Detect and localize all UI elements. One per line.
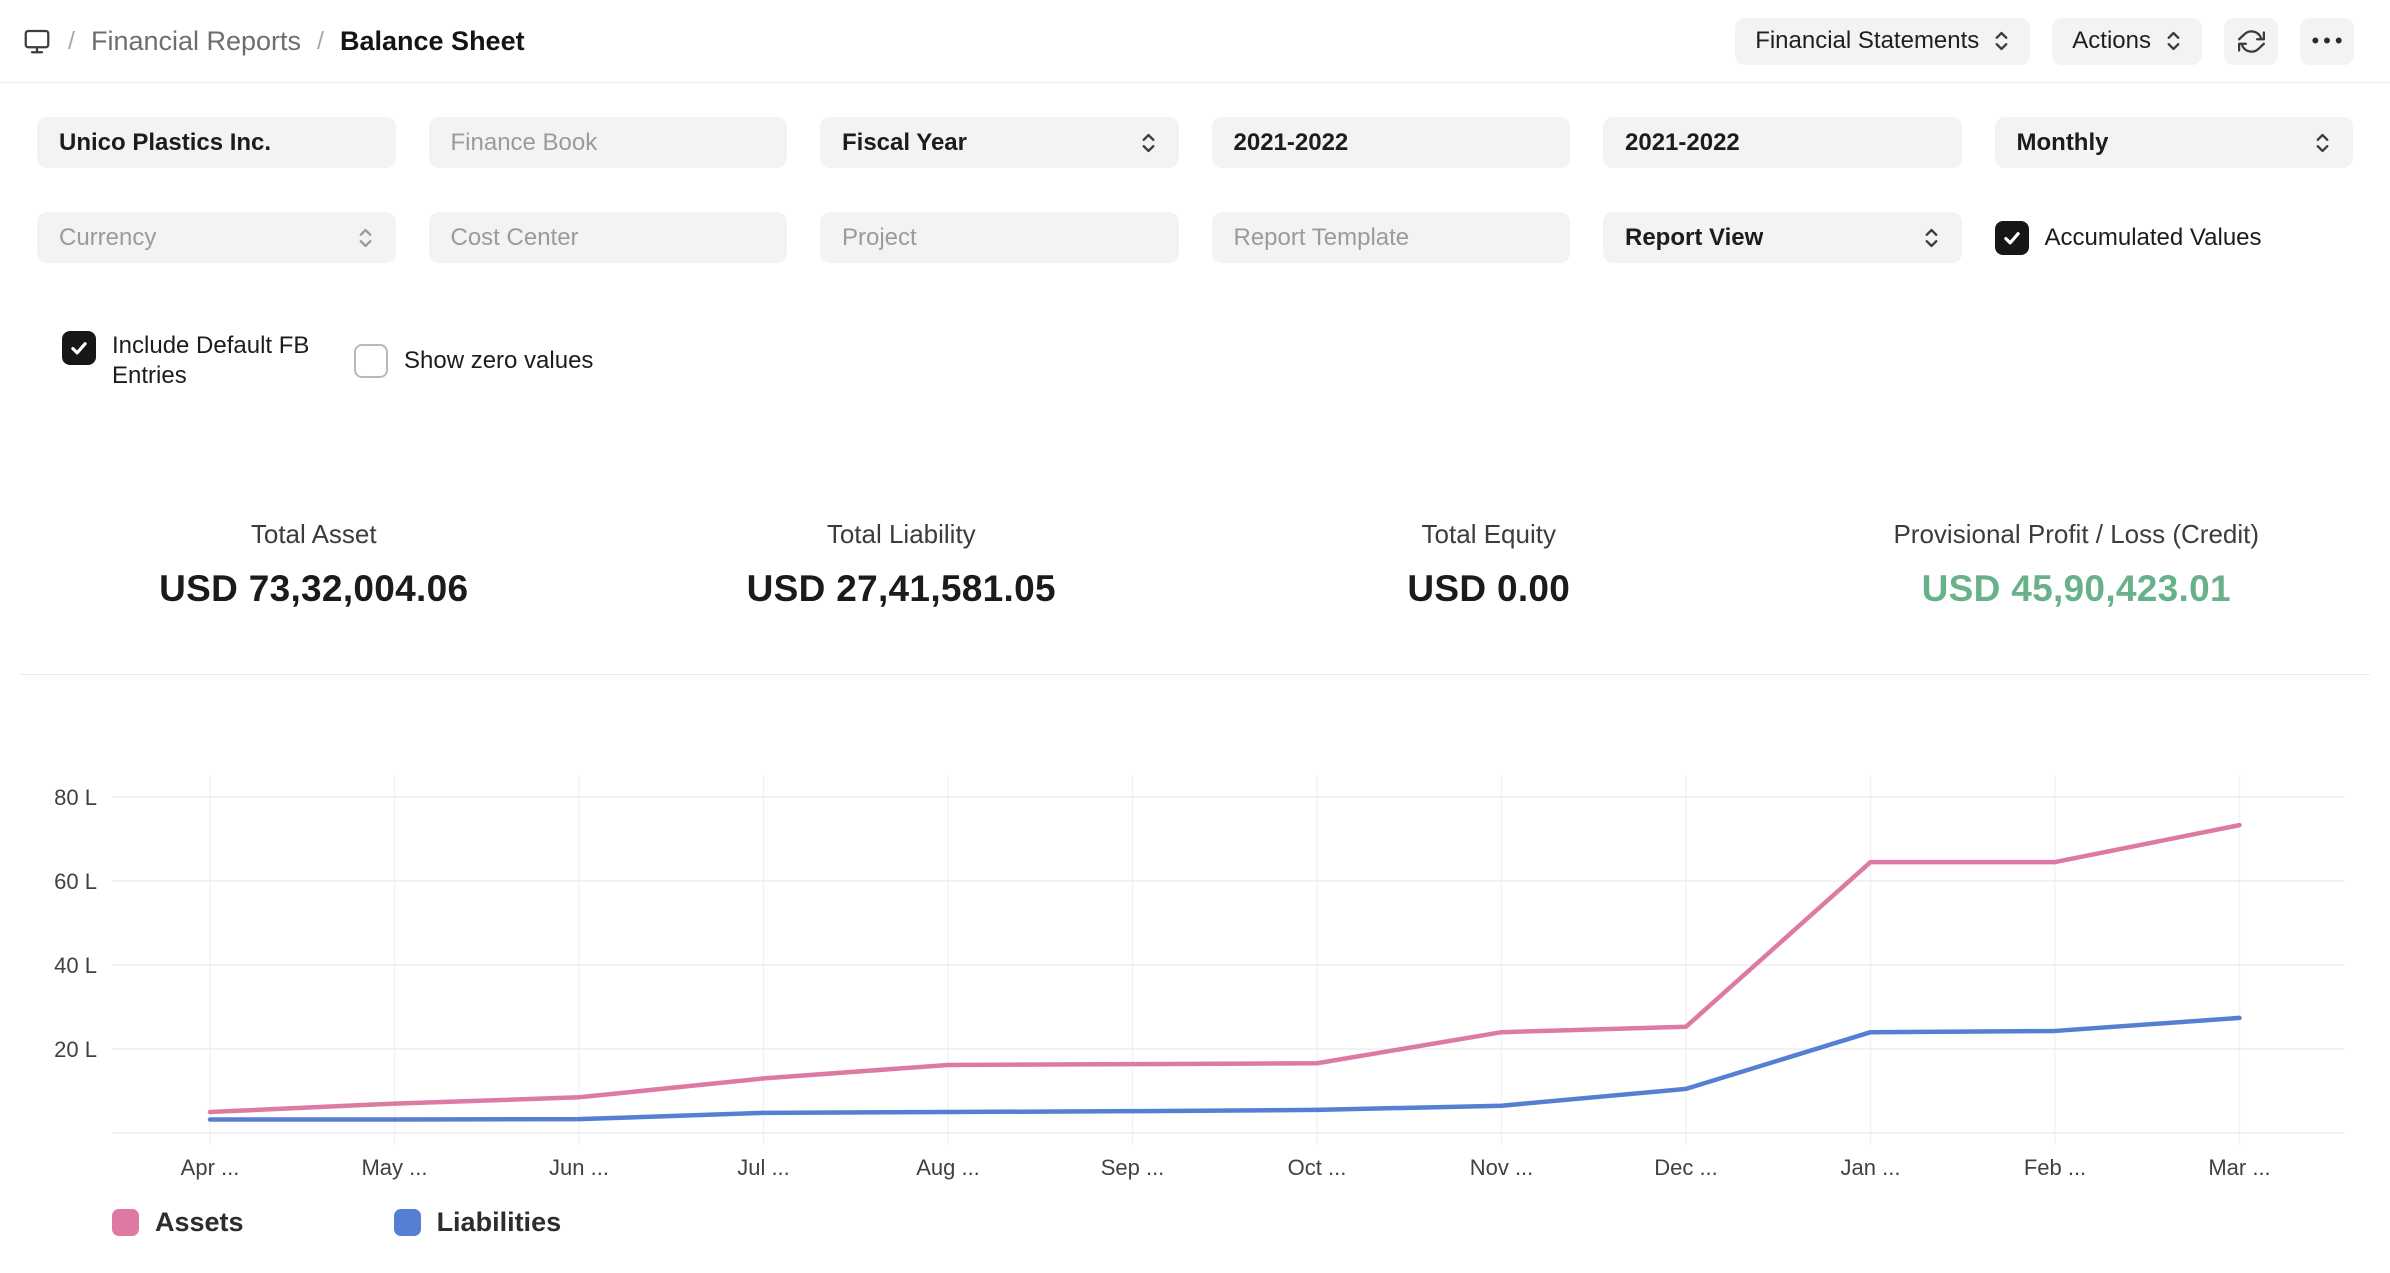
chevron-updown-icon — [2314, 129, 2331, 157]
summary-value: USD 45,90,423.01 — [1921, 568, 2231, 609]
legend-assets[interactable]: Assets — [112, 1207, 244, 1238]
filter-end-year[interactable]: 2021-2022 — [1603, 117, 1962, 168]
financial-statements-select[interactable]: Financial Statements — [1735, 17, 2031, 65]
breadcrumb-current-page: Balance Sheet — [340, 25, 525, 56]
filter-finance-book-placeholder: Finance Book — [450, 128, 598, 156]
svg-text:Jun ...: Jun ... — [549, 1155, 609, 1180]
breadcrumb-separator: / — [68, 26, 75, 55]
filter-start-year[interactable]: 2021-2022 — [1211, 117, 1570, 168]
filter-row-2: Currency Cost Center Project Report Temp… — [37, 212, 2353, 263]
legend-assets-label: Assets — [155, 1207, 244, 1237]
financial-statements-label: Financial Statements — [1755, 27, 1980, 54]
include-default-fb-entries-checkbox[interactable]: Include Default FB Entries — [62, 331, 318, 391]
balance-sheet-chart: Apr ... May ... Jun ... Jul ... Aug ... Sep .… — [0, 767, 2390, 1238]
include-default-fb-entries-label: Include Default FB Entries — [112, 332, 310, 389]
accumulated-values-checkbox[interactable]: Accumulated Values — [1994, 212, 2354, 263]
chevron-updown-icon — [2165, 27, 2182, 55]
actions-label: Actions — [2072, 27, 2151, 54]
liabilities-swatch — [393, 1209, 421, 1236]
header-actions: Financial Statements Actions — [1735, 17, 2354, 65]
filter-currency-select[interactable]: Currency — [37, 212, 396, 263]
svg-text:Oct ...: Oct ... — [1288, 1155, 1347, 1180]
summary-label: Total Liability — [826, 519, 976, 549]
summary-card-total-equity: Total Equity USD 0.00 — [1195, 519, 1783, 610]
svg-text:20 L: 20 L — [54, 1037, 97, 1062]
svg-text:Jul ...: Jul ... — [737, 1155, 790, 1180]
summary-card-total-asset: Total Asset USD 73,32,004.06 — [20, 519, 608, 610]
svg-text:Mar ...: Mar ... — [2208, 1155, 2270, 1180]
chevron-updown-icon — [1140, 129, 1157, 157]
actions-select[interactable]: Actions — [2052, 17, 2202, 65]
chevron-updown-icon — [1993, 27, 2010, 55]
filter-period-basis-value: Fiscal Year — [842, 128, 967, 156]
filter-cost-center-placeholder: Cost Center — [450, 223, 579, 251]
breadcrumb-financial-reports[interactable]: Financial Reports — [90, 25, 302, 56]
more-menu-button[interactable]: ••• — [2300, 17, 2354, 65]
svg-text:40 L: 40 L — [54, 953, 97, 978]
svg-text:Apr ...: Apr ... — [181, 1155, 240, 1180]
filter-row-1: Unico Plastics Inc. Finance Book Fiscal … — [37, 117, 2353, 168]
summary-card-total-liability: Total Liability USD 27,41,581.05 — [608, 519, 1196, 610]
checkbox-unchecked-icon — [354, 344, 388, 378]
chart-legend: Assets Liabilities — [0, 1207, 2390, 1238]
filter-company-value: Unico Plastics Inc. — [59, 128, 272, 156]
svg-text:Nov ...: Nov ... — [1470, 1155, 1534, 1180]
filter-report-view-select[interactable]: Report View — [1603, 212, 1962, 263]
filter-cost-center[interactable]: Cost Center — [428, 212, 787, 263]
chevron-updown-icon — [1923, 224, 1940, 252]
svg-text:Sep ...: Sep ... — [1101, 1155, 1165, 1180]
svg-text:80 L: 80 L — [54, 785, 97, 810]
summary-label: Total Asset — [250, 519, 377, 549]
monitor-icon[interactable] — [22, 26, 52, 56]
legend-liabilities[interactable]: Liabilities — [393, 1207, 562, 1238]
filter-project[interactable]: Project — [820, 212, 1179, 263]
filter-currency-placeholder: Currency — [59, 223, 157, 251]
refresh-icon — [2237, 28, 2265, 55]
page-header: / Financial Reports / Balance Sheet Fina… — [0, 0, 2390, 83]
summary-card-provisional-profit-loss: Provisional Profit / Loss (Credit) USD 4… — [1783, 519, 2371, 610]
svg-text:May ...: May ... — [361, 1155, 427, 1180]
svg-text:60 L: 60 L — [54, 869, 97, 894]
filter-company[interactable]: Unico Plastics Inc. — [37, 117, 396, 168]
filter-finance-book[interactable]: Finance Book — [428, 117, 787, 168]
refresh-button[interactable] — [2224, 17, 2278, 65]
checkbox-checked-icon — [1994, 220, 2029, 255]
breadcrumb-separator: / — [317, 26, 324, 55]
breadcrumb: / Financial Reports / Balance Sheet — [22, 26, 525, 57]
summary-value: USD 27,41,581.05 — [746, 568, 1056, 609]
summary-value: USD 0.00 — [1407, 568, 1571, 609]
filters-section: Unico Plastics Inc. Finance Book Fiscal … — [0, 117, 2390, 391]
filter-report-template-placeholder: Report Template — [1233, 223, 1410, 251]
filter-report-template[interactable]: Report Template — [1211, 212, 1570, 263]
legend-liabilities-label: Liabilities — [436, 1207, 562, 1237]
filter-project-placeholder: Project — [842, 223, 917, 251]
svg-text:Dec ...: Dec ... — [1654, 1155, 1718, 1180]
summary-cards: Total Asset USD 73,32,004.06 Total Liabi… — [20, 519, 2370, 675]
checkbox-checked-icon — [62, 331, 96, 365]
summary-label: Total Equity — [1421, 519, 1556, 549]
filter-end-year-value: 2021-2022 — [1625, 128, 1740, 156]
svg-text:Feb ...: Feb ... — [2024, 1155, 2086, 1180]
filter-report-view-value: Report View — [1625, 223, 1764, 251]
filter-start-year-value: 2021-2022 — [1233, 128, 1349, 156]
summary-value: USD 73,32,004.06 — [159, 568, 469, 609]
assets-swatch — [112, 1209, 139, 1236]
show-zero-values-checkbox[interactable]: Show zero values — [354, 331, 593, 391]
accumulated-values-label: Accumulated Values — [2044, 223, 2262, 251]
filter-period-basis-select[interactable]: Fiscal Year — [820, 117, 1179, 168]
summary-label: Provisional Profit / Loss (Credit) — [1893, 519, 2260, 549]
ellipsis-icon: ••• — [2311, 28, 2347, 53]
filter-periodicity-value: Monthly — [2016, 128, 2109, 156]
show-zero-values-label: Show zero values — [404, 347, 594, 374]
svg-text:Jan ...: Jan ... — [1841, 1155, 1901, 1180]
filter-periodicity-select[interactable]: Monthly — [1994, 117, 2353, 168]
filter-row-3: Include Default FB Entries Show zero val… — [37, 331, 2353, 391]
svg-text:Aug ...: Aug ... — [916, 1155, 980, 1180]
chevron-updown-icon — [357, 224, 374, 252]
line-chart-canvas: Apr ... May ... Jun ... Jul ... Aug ... Sep .… — [54, 775, 2345, 1180]
